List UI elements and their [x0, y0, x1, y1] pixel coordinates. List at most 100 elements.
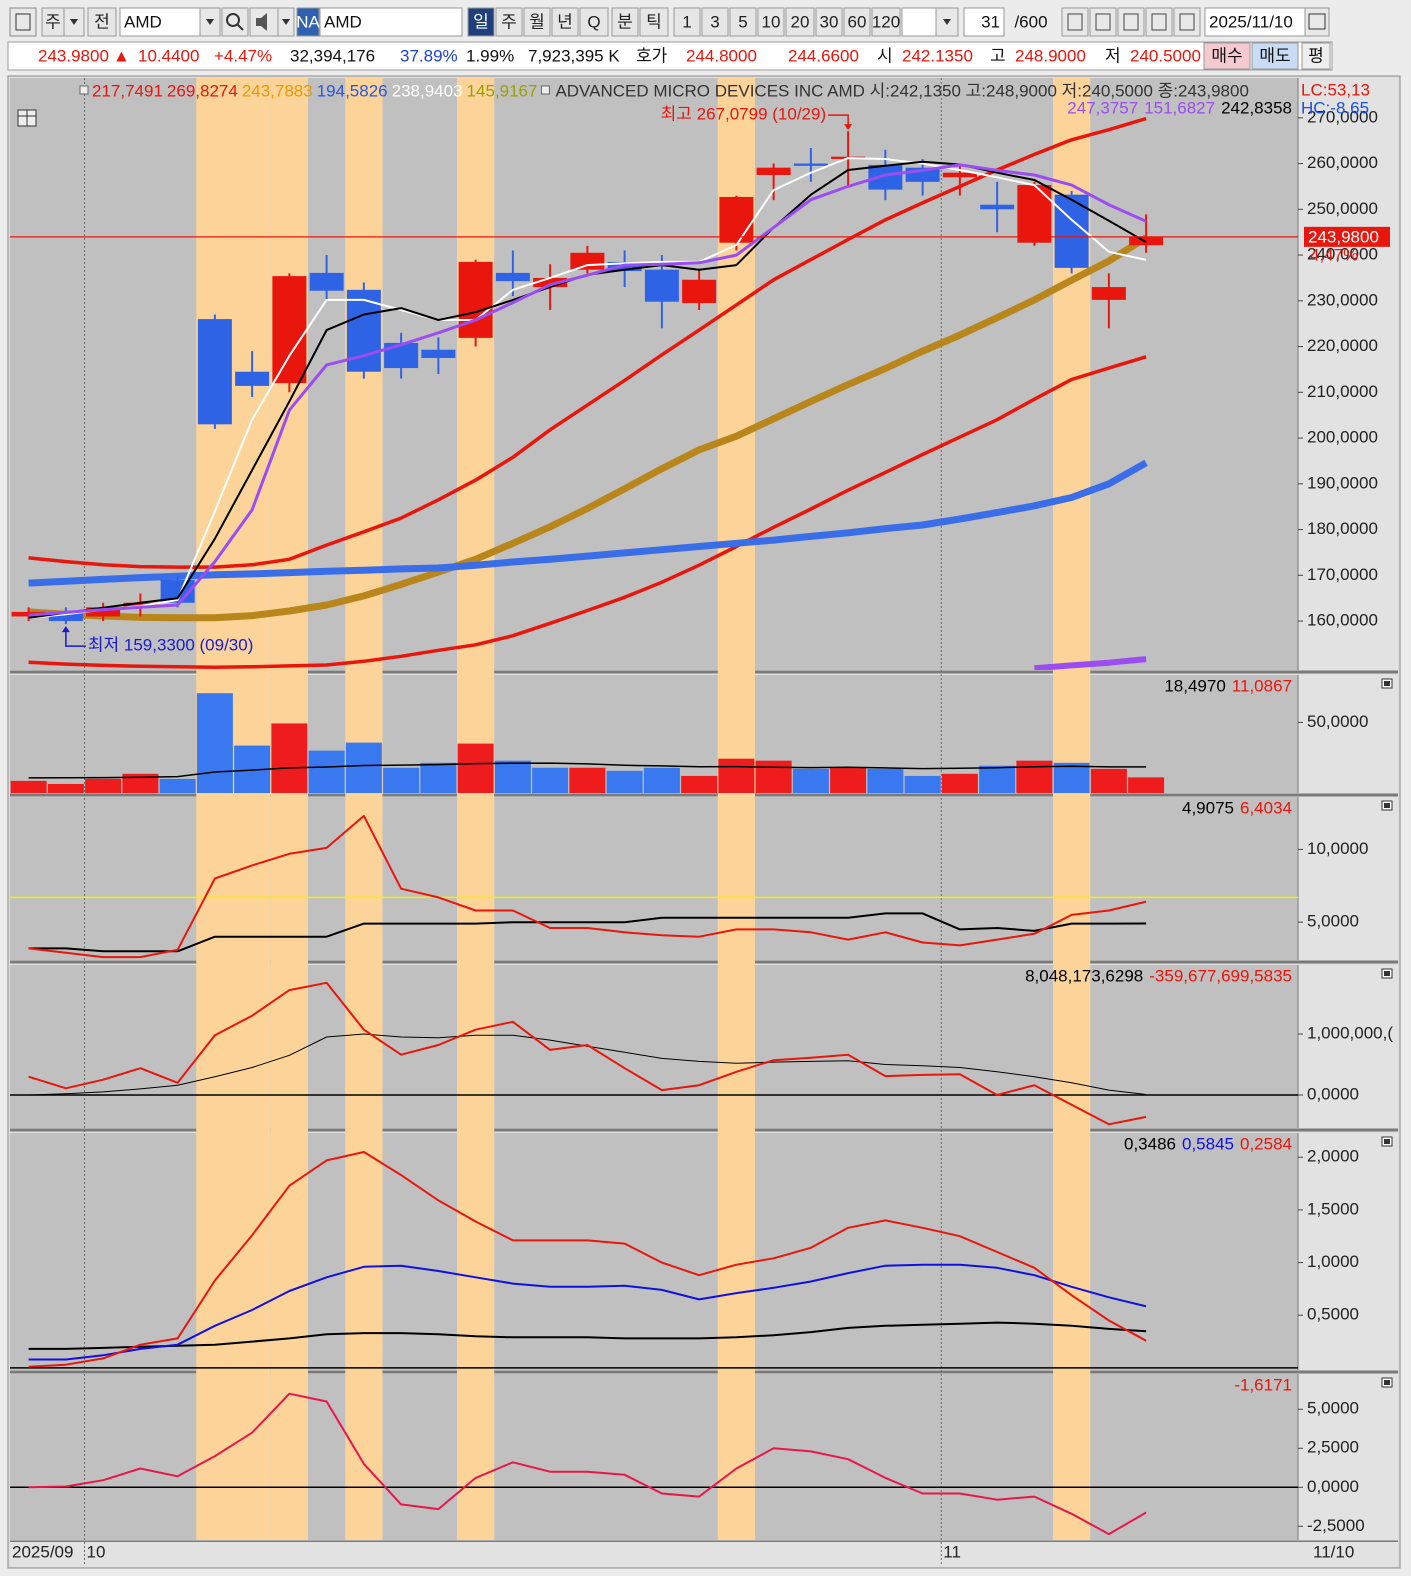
- quote-bar: [7, 41, 1333, 71]
- toolbar-button[interactable]: 5: [738, 12, 747, 31]
- y-tick-label: 10,0000: [1307, 839, 1368, 858]
- toolbar-button-bg[interactable]: [119, 7, 201, 37]
- toolbar-button[interactable]: 2025/11/10: [1209, 12, 1293, 31]
- toolbar-button[interactable]: 틱: [646, 12, 662, 31]
- legend-value: 6,4034: [1240, 798, 1292, 817]
- quote-field: 242.1350: [902, 46, 973, 65]
- price-label-bg: [1304, 226, 1390, 247]
- legend-value: 0,2584: [1240, 1134, 1292, 1153]
- toolbar-button[interactable]: AMD: [124, 12, 162, 31]
- order-button-label[interactable]: 매수: [1211, 46, 1242, 65]
- toolbar-button-bg[interactable]: [319, 7, 463, 37]
- legend-value: 151,6827: [1144, 98, 1215, 117]
- pane-plot: [10, 1392, 1298, 1536]
- dropdown-arrow: [206, 19, 214, 25]
- sound-button[interactable]: [249, 7, 279, 37]
- toolbar-button-bg[interactable]: [729, 7, 757, 37]
- order-button[interactable]: [1301, 42, 1331, 70]
- toolbar-button-bg[interactable]: [757, 7, 785, 37]
- toolbar-button[interactable]: 분: [617, 12, 633, 31]
- axis-bg: [1298, 78, 1398, 670]
- toolbar-button-bg[interactable]: [871, 7, 901, 37]
- toolbar-button-bg[interactable]: [611, 7, 639, 37]
- toolbar-button-bg[interactable]: [673, 7, 701, 37]
- low-arrow-head: [61, 626, 70, 633]
- legend-value: 4,9075: [1182, 798, 1234, 817]
- pane-icon-inner: [1384, 1380, 1390, 1385]
- toolbar-button[interactable]: 3: [710, 12, 719, 31]
- pane-axis: 0,5000 1,0000 1,5000 2,0000: [1298, 1147, 1359, 1324]
- toolbar-button-bg[interactable]: [467, 7, 495, 37]
- series-line: [28, 814, 1147, 959]
- toolbar-button[interactable]: 주: [501, 12, 517, 31]
- tool-button[interactable]: [1117, 7, 1145, 37]
- toolbar-button-bg[interactable]: [639, 7, 669, 37]
- y-tick-label: -2,5000: [1307, 1516, 1365, 1535]
- toolbar-button[interactable]: Q: [587, 12, 600, 31]
- toolbar-button[interactable]: 1: [682, 12, 691, 31]
- toolbar-button-bg[interactable]: [843, 7, 871, 37]
- toolbar-button[interactable]: NA: [296, 12, 320, 31]
- toolbar-button-bg[interactable]: [579, 7, 609, 37]
- y-tick-label: 250,0000: [1307, 199, 1378, 218]
- toolbar-button-bg[interactable]: [701, 7, 729, 37]
- dropdown-arrow: [70, 19, 78, 25]
- order-button[interactable]: [1203, 42, 1251, 70]
- toolbar-button[interactable]: 주: [45, 12, 61, 31]
- quote-field: 243.9800: [38, 46, 109, 65]
- blank-field: [901, 7, 937, 37]
- quote-field: 240.5000: [1130, 46, 1201, 65]
- menu-icon[interactable]: [9, 7, 37, 37]
- toolbar-button-bg[interactable]: [41, 7, 65, 37]
- pane-icon-inner: [1384, 1139, 1390, 1144]
- tool-button[interactable]: [1173, 7, 1201, 37]
- high-arrow-head: [844, 124, 853, 131]
- pane-axis: 0,0000 1,000,000,(: [1298, 1023, 1393, 1103]
- volume-bar: [1128, 777, 1165, 793]
- candle-body: [86, 607, 121, 617]
- search-button[interactable]: [221, 7, 249, 37]
- toolbar-button[interactable]: 전: [94, 12, 110, 31]
- pane-icon-inner: [1384, 681, 1390, 686]
- toolbar-button-bg[interactable]: [551, 7, 579, 37]
- order-button[interactable]: [1251, 42, 1299, 70]
- legend-value: 18,4970: [1164, 676, 1225, 695]
- toolbar-button[interactable]: 월: [529, 12, 545, 31]
- toolbar-button[interactable]: 30: [820, 12, 839, 31]
- chart-title: ADVANCED MICRO DEVICES INC AMD 시:242,135…: [555, 81, 1248, 100]
- toolbar-button[interactable]: 10: [762, 12, 781, 31]
- volume-bar: [122, 773, 159, 793]
- toolbar-button-bg[interactable]: [87, 7, 117, 37]
- order-button-label[interactable]: 평: [1308, 46, 1324, 65]
- toolbar-button[interactable]: 120: [872, 12, 900, 31]
- y-tick-label: 5,0000: [1307, 912, 1359, 931]
- candle-body: [793, 163, 828, 166]
- tool-button[interactable]: [1089, 7, 1117, 37]
- toolbar-button[interactable]: 일: [473, 12, 489, 31]
- toolbar-button-bg[interactable]: [815, 7, 843, 37]
- toolbar-button[interactable]: 20: [791, 12, 810, 31]
- quote-field: 32,394,176: [290, 46, 375, 65]
- sound-icon: [256, 13, 267, 31]
- toolbar-button-bg[interactable]: [495, 7, 523, 37]
- toolbar-button[interactable]: 60: [848, 12, 867, 31]
- toolbar-button[interactable]: 31: [981, 12, 1000, 31]
- toolbar-button[interactable]: AMD: [324, 12, 362, 31]
- legend-value: 8,048,173,6298: [1025, 966, 1143, 985]
- tool-icon: [1151, 13, 1167, 31]
- order-button-label[interactable]: 매도: [1259, 46, 1290, 65]
- toolbar-button-bg[interactable]: [963, 7, 1005, 37]
- y-tick-label: 50,0000: [1307, 712, 1368, 731]
- toolbar-button-bg[interactable]: [1204, 7, 1306, 37]
- tool-button[interactable]: [1061, 7, 1089, 37]
- toolbar-button[interactable]: /600: [1014, 12, 1047, 31]
- toolbar-button-bg[interactable]: [296, 7, 320, 37]
- toolbar-button-bg[interactable]: [523, 7, 551, 37]
- series-line: [28, 1033, 1147, 1096]
- toolbar-button[interactable]: 년: [557, 12, 573, 31]
- candle-body: [533, 277, 568, 288]
- volume-bar: [85, 778, 122, 793]
- tool-button[interactable]: [1145, 7, 1173, 37]
- x-end-label: 11/10: [1313, 1542, 1354, 1561]
- toolbar-button-bg[interactable]: [785, 7, 815, 37]
